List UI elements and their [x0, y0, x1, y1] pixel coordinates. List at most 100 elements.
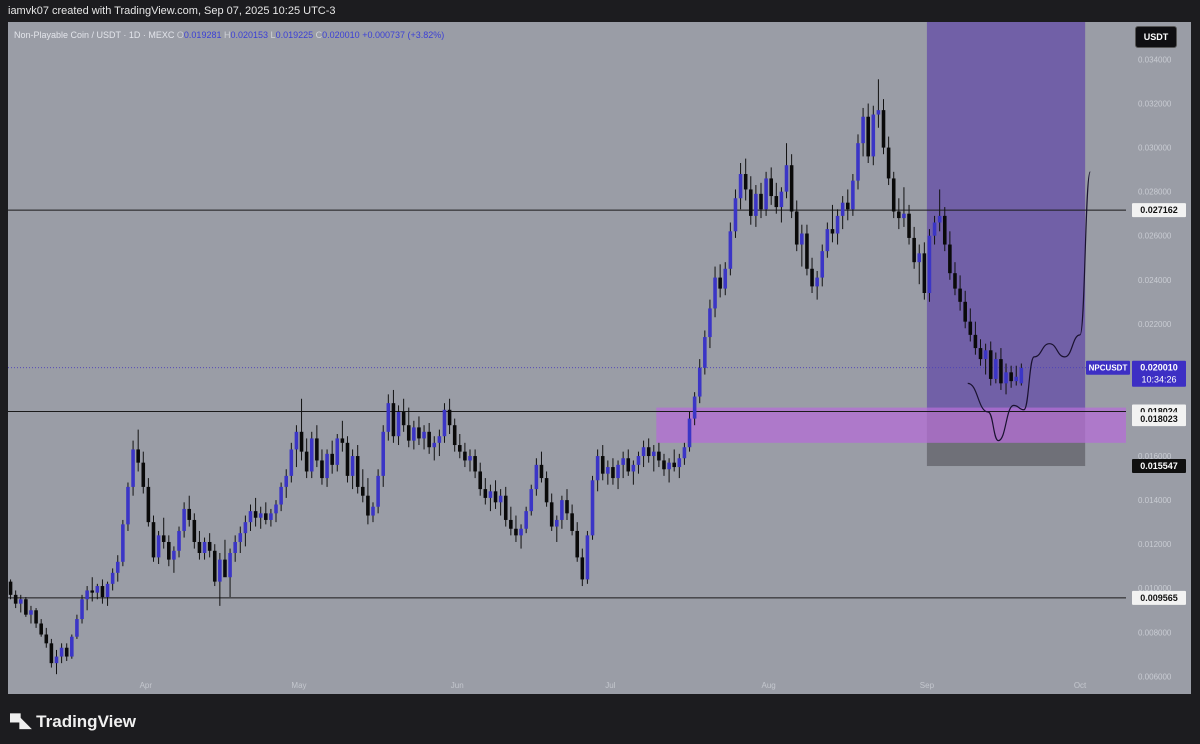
candle-body[interactable] — [172, 550, 176, 560]
candle-body[interactable] — [70, 636, 74, 657]
candle-body[interactable] — [611, 467, 615, 479]
candle-body[interactable] — [396, 411, 401, 437]
candle-body[interactable] — [325, 453, 329, 479]
candle-body[interactable] — [345, 442, 350, 476]
candle-body[interactable] — [565, 500, 569, 514]
candle-body[interactable] — [631, 464, 636, 472]
candle-body[interactable] — [340, 438, 345, 443]
candle-body[interactable] — [49, 643, 54, 664]
candle-body[interactable] — [442, 409, 447, 437]
candle-body[interactable] — [309, 438, 314, 472]
candle-body[interactable] — [560, 500, 564, 520]
candle-body[interactable] — [437, 436, 442, 443]
candle-body[interactable] — [948, 244, 952, 274]
candle-body[interactable] — [447, 409, 452, 426]
candle-body[interactable] — [769, 178, 773, 197]
candle-body[interactable] — [371, 506, 375, 516]
candle-body[interactable] — [95, 586, 100, 593]
candle-body[interactable] — [912, 237, 916, 263]
candle-body[interactable] — [401, 411, 406, 426]
candle-body[interactable] — [886, 147, 891, 179]
candle-body[interactable] — [478, 471, 483, 490]
candle-body[interactable] — [468, 456, 472, 461]
candle-body[interactable] — [432, 442, 437, 448]
candle-body[interactable] — [866, 116, 870, 157]
candle-body[interactable] — [988, 350, 993, 379]
candle-body[interactable] — [570, 513, 574, 531]
candle-body[interactable] — [942, 215, 947, 245]
candle-body[interactable] — [274, 504, 278, 514]
candle-body[interactable] — [774, 196, 779, 208]
candle-body[interactable] — [223, 559, 227, 578]
candle-body[interactable] — [75, 619, 79, 637]
candle-body[interactable] — [754, 193, 758, 216]
candle-body[interactable] — [600, 456, 605, 474]
candle-body[interactable] — [212, 550, 217, 582]
candle-body[interactable] — [983, 350, 988, 360]
candle-body[interactable] — [18, 599, 23, 604]
candle-body[interactable] — [110, 572, 115, 584]
candle-body[interactable] — [177, 530, 181, 551]
candle-body[interactable] — [927, 235, 932, 294]
candle-body[interactable] — [294, 431, 299, 450]
candle-body[interactable] — [105, 583, 110, 598]
candle-body[interactable] — [529, 489, 534, 512]
candle-body[interactable] — [703, 337, 707, 368]
candle-body[interactable] — [156, 535, 161, 558]
candle-body[interactable] — [789, 165, 794, 212]
candle-body[interactable] — [897, 211, 901, 219]
candle-body[interactable] — [646, 447, 651, 457]
candle-body[interactable] — [810, 268, 814, 287]
candle-body[interactable] — [121, 524, 125, 562]
candle-body[interactable] — [269, 513, 273, 520]
candle-body[interactable] — [544, 478, 549, 503]
candle-body[interactable] — [963, 301, 967, 322]
candle-body[interactable] — [8, 581, 13, 595]
candle-body[interactable] — [856, 143, 860, 181]
candle-body[interactable] — [692, 396, 697, 419]
candle-body[interactable] — [381, 431, 386, 476]
candle-body[interactable] — [738, 174, 743, 199]
candle-body[interactable] — [881, 110, 886, 148]
candle-body[interactable] — [800, 233, 804, 245]
candle-body[interactable] — [713, 277, 717, 309]
candle-body[interactable] — [917, 253, 922, 263]
candle-body[interactable] — [417, 427, 421, 439]
demand-zone[interactable] — [656, 407, 1126, 443]
candle-body[interactable] — [100, 586, 105, 598]
candle-body[interactable] — [422, 431, 426, 439]
candle-body[interactable] — [764, 178, 768, 210]
candle-body[interactable] — [891, 178, 896, 212]
candle-body[interactable] — [697, 367, 702, 397]
candle-body[interactable] — [39, 623, 43, 635]
candle-body[interactable] — [136, 449, 140, 463]
candle-body[interactable] — [299, 431, 304, 452]
candle-body[interactable] — [85, 590, 89, 600]
candle-body[interactable] — [973, 334, 978, 349]
candle-body[interactable] — [248, 511, 253, 523]
candle-body[interactable] — [243, 522, 248, 534]
candle-body[interactable] — [427, 431, 431, 448]
tradingview-logo[interactable]: ▀◣ TradingView — [10, 712, 136, 732]
candle-body[interactable] — [723, 268, 728, 289]
candle-body[interactable] — [161, 535, 166, 542]
candle-body[interactable] — [534, 464, 539, 490]
candle-body[interactable] — [54, 656, 59, 664]
candle-body[interactable] — [182, 508, 186, 531]
candle-body[interactable] — [743, 174, 748, 190]
candle-body[interactable] — [192, 519, 197, 542]
candle-body[interactable] — [871, 114, 876, 157]
candle-body[interactable] — [503, 495, 508, 520]
candle-body[interactable] — [590, 480, 595, 536]
candle-body[interactable] — [493, 491, 498, 503]
candle-body[interactable] — [999, 359, 1003, 384]
candle-body[interactable] — [258, 513, 263, 518]
candle-body[interactable] — [228, 552, 232, 578]
candle-body[interactable] — [595, 456, 600, 481]
candle-body[interactable] — [279, 486, 283, 505]
candle-body[interactable] — [350, 456, 355, 476]
candle-body[interactable] — [1004, 372, 1008, 384]
candle-body[interactable] — [876, 110, 881, 115]
candle-body[interactable] — [555, 519, 559, 527]
candle-body[interactable] — [994, 359, 998, 379]
